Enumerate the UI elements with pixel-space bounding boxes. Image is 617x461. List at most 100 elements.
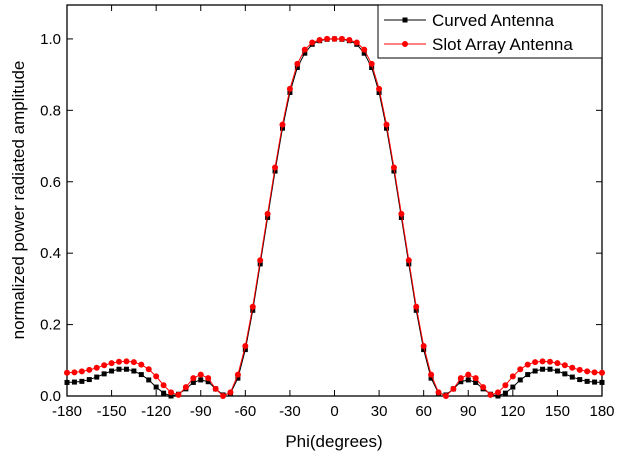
marker (383, 121, 390, 128)
marker (502, 390, 508, 396)
x-tick-label: 0 (330, 403, 338, 420)
marker (175, 391, 182, 398)
marker (257, 261, 263, 267)
marker (413, 303, 420, 310)
marker (421, 347, 427, 353)
x-tick-label: 30 (371, 403, 388, 420)
series-line (66, 38, 603, 397)
x-tick-label: 120 (500, 403, 525, 420)
x-tick-label: -30 (279, 403, 301, 420)
marker (517, 377, 523, 383)
y-tick-label: 0.8 (40, 102, 61, 119)
marker (220, 393, 227, 399)
x-tick-label: -150 (97, 403, 127, 420)
series (64, 35, 605, 399)
marker (123, 358, 130, 365)
marker (494, 389, 501, 396)
marker (390, 164, 397, 171)
marker (331, 35, 338, 42)
marker (517, 366, 524, 373)
marker (376, 89, 382, 95)
marker (93, 364, 100, 371)
marker (442, 393, 449, 399)
y-tick-label: 0.4 (40, 245, 61, 262)
x-tick-label: -60 (234, 403, 256, 420)
marker (577, 377, 583, 383)
marker (525, 372, 531, 378)
marker (160, 382, 167, 389)
marker (406, 261, 412, 267)
marker (547, 366, 553, 372)
marker (205, 379, 211, 385)
marker (398, 214, 404, 220)
legend-box (377, 4, 603, 59)
marker (592, 379, 598, 385)
marker (212, 385, 219, 392)
marker (294, 60, 301, 67)
marker (257, 257, 264, 264)
marker (316, 36, 323, 43)
marker (369, 64, 375, 70)
marker (109, 368, 115, 374)
marker (405, 257, 412, 264)
marker (197, 371, 204, 378)
marker (301, 46, 308, 53)
marker (599, 379, 605, 385)
marker (458, 379, 464, 385)
marker (546, 358, 553, 365)
marker (420, 343, 427, 350)
marker (234, 371, 241, 378)
marker (428, 371, 435, 378)
marker (584, 378, 590, 384)
marker (138, 372, 144, 378)
marker (554, 368, 560, 374)
marker (428, 375, 434, 381)
plot-frame (66, 4, 603, 397)
marker (576, 366, 583, 373)
marker (591, 369, 598, 376)
marker (94, 374, 100, 380)
marker (450, 385, 457, 392)
marker (130, 359, 137, 366)
marker (540, 366, 546, 372)
marker (286, 85, 293, 92)
marker (361, 50, 367, 56)
marker (338, 35, 345, 42)
marker (584, 368, 591, 375)
marker (368, 60, 375, 67)
marker (465, 377, 471, 383)
marker (190, 379, 196, 385)
marker (376, 85, 383, 92)
marker (190, 375, 197, 382)
marker (510, 384, 516, 390)
legend-label: Curved Antenna (432, 11, 554, 30)
marker (123, 366, 129, 372)
marker (402, 17, 408, 23)
marker (264, 210, 271, 217)
marker (473, 379, 479, 385)
y-axis-label: normalized power radiated amplitude (9, 61, 28, 340)
marker (561, 362, 568, 369)
marker (346, 36, 353, 43)
x-tick-label: 180 (589, 403, 614, 420)
marker (532, 359, 539, 366)
marker (101, 362, 108, 369)
marker (131, 368, 137, 374)
marker (402, 41, 408, 47)
marker (487, 391, 494, 398)
marker (272, 168, 278, 174)
marker (242, 347, 248, 353)
marker (509, 373, 516, 380)
marker (198, 377, 204, 383)
marker (569, 374, 575, 380)
marker (569, 364, 576, 371)
marker (287, 89, 293, 95)
x-tick-label: 60 (415, 403, 432, 420)
marker (495, 393, 501, 399)
marker (71, 379, 77, 385)
marker (279, 125, 285, 131)
marker (480, 384, 487, 391)
marker (309, 39, 316, 46)
marker (599, 369, 605, 376)
marker (413, 307, 419, 313)
